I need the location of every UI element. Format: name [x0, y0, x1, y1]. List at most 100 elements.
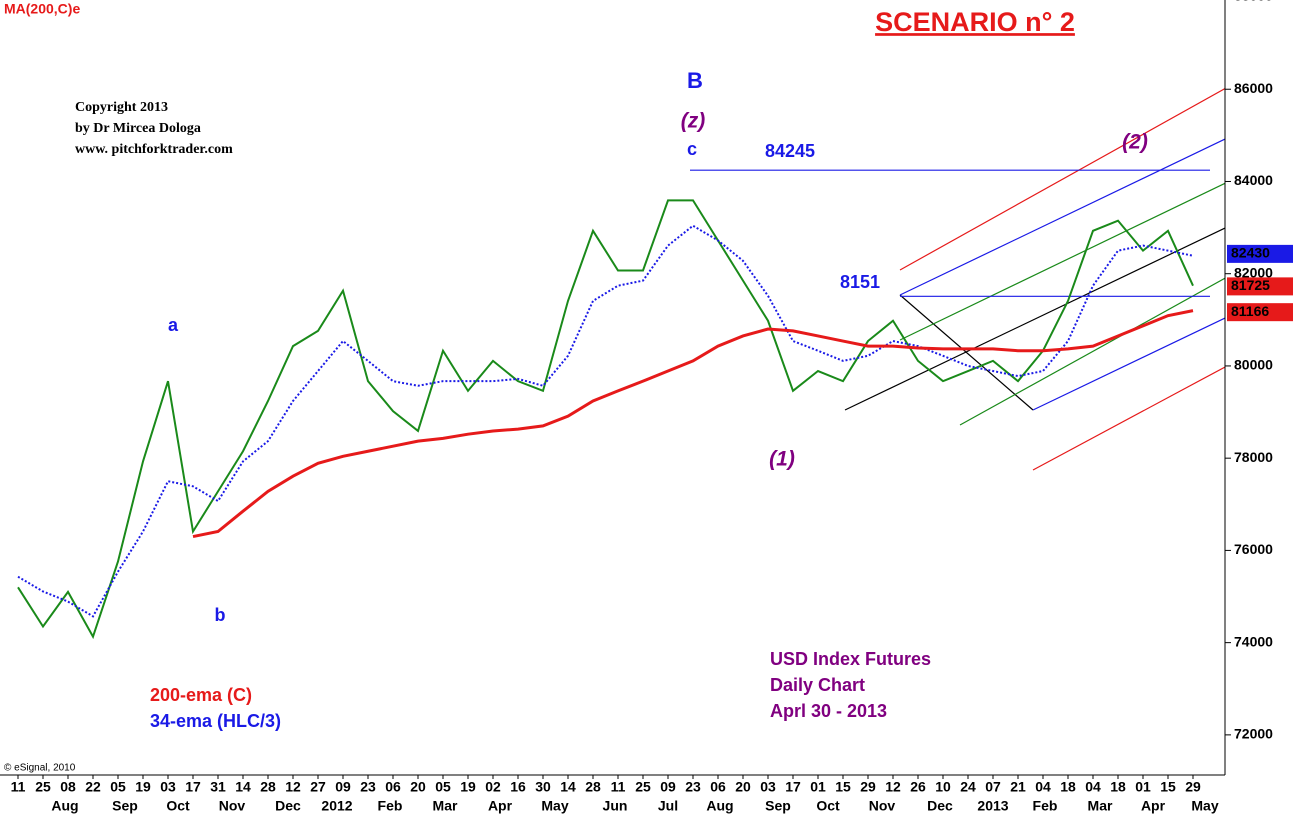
month-label: Dec [927, 798, 953, 814]
y-tick-label: 84000 [1234, 172, 1273, 188]
x-tick-label: 28 [260, 779, 276, 795]
chart-info: USD Index Futures [770, 649, 931, 669]
chart-info: Daily Chart [770, 675, 865, 695]
month-label: Oct [166, 798, 190, 814]
price-tag [1227, 277, 1293, 296]
x-tick-label: 26 [910, 779, 926, 795]
x-tick-label: 29 [860, 779, 876, 795]
month-label: Feb [378, 798, 403, 814]
x-tick-label: 10 [935, 779, 951, 795]
price-tag [1227, 303, 1293, 322]
month-label: 2013 [977, 798, 1008, 814]
price-tag [1227, 244, 1293, 263]
x-tick-label: 17 [185, 779, 201, 795]
x-tick-label: 20 [410, 779, 426, 795]
indicator-label: MA(200,C)e [4, 1, 80, 17]
x-tick-label: 04 [1035, 779, 1051, 795]
copyright: Copyright 2013 [75, 100, 168, 115]
x-tick-label: 19 [460, 779, 476, 795]
x-tick-label: 15 [1160, 779, 1176, 795]
x-tick-label: 19 [135, 779, 151, 795]
source: © eSignal, 2010 [4, 763, 76, 774]
wave-label: c [687, 139, 697, 159]
x-tick-label: 18 [1110, 779, 1126, 795]
x-tick-label: 03 [160, 779, 176, 795]
month-label: Aug [706, 798, 733, 814]
x-tick-label: 17 [785, 779, 801, 795]
x-tick-label: 06 [710, 779, 726, 795]
y-tick-label: 80000 [1234, 357, 1273, 373]
y-tick-label: 86000 [1234, 80, 1273, 96]
x-tick-label: 21 [1010, 779, 1026, 795]
wave-label: (1) [769, 448, 795, 471]
y-tick-label: 88000 [1234, 0, 1273, 4]
month-label: May [1191, 798, 1218, 814]
x-tick-label: 09 [335, 779, 351, 795]
month-label: Nov [869, 798, 896, 814]
x-tick-label: 25 [35, 779, 51, 795]
x-tick-label: 12 [885, 779, 901, 795]
x-tick-label: 29 [1185, 779, 1201, 795]
month-label: Apr [1141, 798, 1166, 814]
month-label: Feb [1033, 798, 1058, 814]
wave-label: (2) [1122, 131, 1148, 154]
y-tick-label: 74000 [1234, 633, 1273, 649]
x-tick-label: 03 [760, 779, 776, 795]
x-tick-label: 08 [60, 779, 76, 795]
x-tick-label: 09 [660, 779, 676, 795]
month-label: Jul [658, 798, 678, 814]
x-tick-label: 16 [510, 779, 526, 795]
month-label: Apr [488, 798, 513, 814]
wave-label: a [168, 315, 179, 335]
month-label: Mar [433, 798, 458, 814]
x-tick-label: 12 [285, 779, 301, 795]
x-tick-label: 07 [985, 779, 1001, 795]
x-tick-label: 24 [960, 779, 976, 795]
month-label: Dec [275, 798, 301, 814]
x-tick-label: 28 [585, 779, 601, 795]
x-tick-label: 22 [85, 779, 101, 795]
x-tick-label: 30 [535, 779, 551, 795]
wave-label: 8151 [840, 272, 880, 292]
x-tick-label: 18 [1060, 779, 1076, 795]
chart-title: SCENARIO n° 2 [875, 7, 1075, 37]
wave-label: B [687, 68, 703, 93]
series-line [192, 309, 1194, 539]
x-tick-label: 04 [1085, 779, 1101, 795]
x-tick-label: 23 [360, 779, 376, 795]
y-tick-label: 72000 [1234, 726, 1273, 742]
x-tick-label: 05 [435, 779, 451, 795]
legend-entry: 200-ema (C) [150, 685, 252, 705]
series-line [17, 224, 1194, 618]
copyright: www. pitchforktrader.com [75, 142, 233, 157]
x-tick-label: 14 [235, 779, 251, 795]
x-tick-label: 25 [635, 779, 651, 795]
month-label: Aug [51, 798, 78, 814]
month-label: Oct [816, 798, 840, 814]
price-tag-label: 81166 [1231, 303, 1269, 319]
x-tick-label: 11 [11, 779, 26, 795]
y-tick-label: 78000 [1234, 449, 1273, 465]
month-label: Sep [765, 798, 791, 814]
month-label: Nov [219, 798, 246, 814]
level-label: 84245 [765, 141, 815, 161]
x-tick-label: 20 [735, 779, 751, 795]
price-tag-label: 81725 [1231, 277, 1270, 293]
month-label: Mar [1088, 798, 1113, 814]
x-tick-label: 23 [685, 779, 701, 795]
x-tick-label: 27 [310, 779, 326, 795]
price-tag-label: 82430 [1231, 245, 1270, 261]
pitchfork [844, 87, 1225, 471]
wave-label: b [215, 605, 226, 625]
x-tick-label: 01 [810, 779, 826, 795]
month-label: Sep [112, 798, 138, 814]
month-label: Jun [603, 798, 628, 814]
x-tick-label: 06 [385, 779, 401, 795]
x-tick-label: 05 [110, 779, 126, 795]
copyright: by Dr Mircea Dologa [75, 121, 201, 136]
legend-entry: 34-ema (HLC/3) [150, 711, 281, 731]
x-tick-label: 02 [485, 779, 501, 795]
y-tick-label: 76000 [1234, 541, 1273, 557]
